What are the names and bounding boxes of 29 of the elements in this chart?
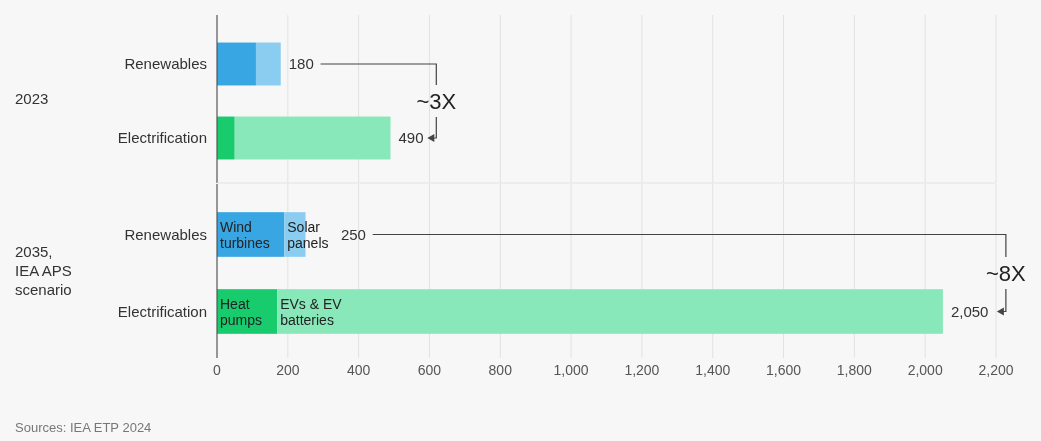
series-label: Heat pumps <box>220 295 263 328</box>
x-tick-label: 800 <box>488 362 513 378</box>
y-tick-label: Renewables <box>124 225 207 243</box>
source-note: Sources: IEA ETP 2024 <box>15 420 152 435</box>
x-tick-label: 600 <box>417 362 442 378</box>
y-tick-label: Renewables <box>124 55 207 72</box>
annotation: ~3X <box>416 89 457 114</box>
x-tick-label: 1,200 <box>624 362 660 378</box>
x-tick-label: 1,800 <box>836 362 873 378</box>
x-tick-label: 1,600 <box>766 362 802 378</box>
y-tick-label: Electrification <box>117 302 207 320</box>
total-label: 180 <box>288 55 314 72</box>
y-axis-title: 2023 <box>15 90 49 107</box>
x-tick-label: 2,200 <box>978 362 1014 378</box>
x-tick-label: 2,000 <box>907 362 943 378</box>
y-tick-label: Electrification <box>117 129 207 146</box>
series-label: Solar panels <box>287 218 329 251</box>
x-tick-label: 400 <box>346 362 371 378</box>
x-tick-label: 200 <box>276 362 300 378</box>
x-tick-label: 1,000 <box>553 362 589 378</box>
y-axis-title: 2035, IEA APS scenario <box>15 243 72 298</box>
series-label: EVs & EV batteries <box>280 295 343 328</box>
series-label: Wind turbines <box>220 218 270 251</box>
total-label: 250 <box>340 225 366 243</box>
x-tick-label: 0 <box>213 362 222 378</box>
total-label: 490 <box>398 129 424 146</box>
total-label: 2,050 <box>950 302 989 320</box>
annotation: ~8X <box>986 261 1027 286</box>
x-tick-label: 1,400 <box>695 362 731 378</box>
